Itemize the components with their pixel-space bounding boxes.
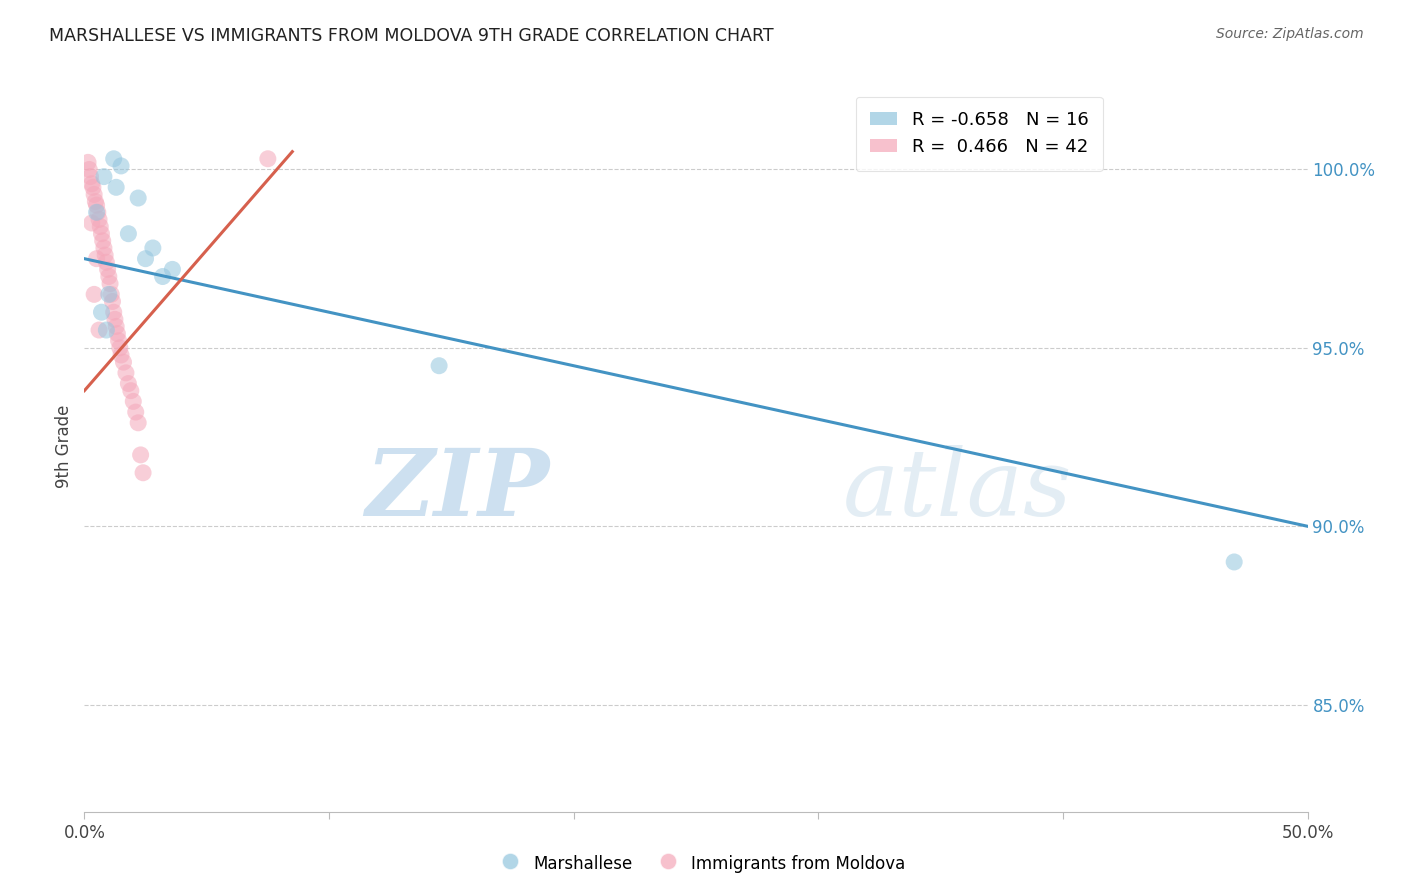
Point: [82, 180, 104, 194]
Point: [96, 255, 118, 269]
Point: [117, 376, 139, 391]
Point: [127, 416, 149, 430]
Point: [100, 287, 122, 301]
Point: [101, 294, 124, 309]
Point: [129, 448, 152, 462]
Point: [107, 334, 129, 348]
Point: [132, 466, 155, 480]
Text: MARSHALLESE VS IMMIGRANTS FROM MOLDOVA 9TH GRADE CORRELATION CHART: MARSHALLESE VS IMMIGRANTS FROM MOLDOVA 9…: [49, 27, 773, 45]
Point: [427, 359, 450, 373]
Point: [97, 262, 120, 277]
Point: [86, 205, 108, 219]
Point: [94, 248, 117, 262]
Point: [79, 169, 101, 184]
Point: [103, 152, 125, 166]
Point: [105, 180, 128, 194]
Point: [97, 269, 120, 284]
Point: [1223, 555, 1246, 569]
Point: [152, 269, 174, 284]
Point: [115, 366, 138, 380]
Point: [80, 216, 103, 230]
Point: [110, 159, 132, 173]
Point: [97, 287, 120, 301]
Point: [112, 355, 135, 369]
Point: [77, 162, 100, 177]
Point: [96, 323, 118, 337]
Point: [117, 227, 139, 241]
Point: [257, 152, 280, 166]
Point: [125, 405, 148, 419]
Legend: Marshallese, Immigrants from Moldova: Marshallese, Immigrants from Moldova: [494, 847, 912, 880]
Text: Source: ZipAtlas.com: Source: ZipAtlas.com: [1216, 27, 1364, 41]
Point: [162, 262, 184, 277]
Text: ZIP: ZIP: [366, 445, 550, 535]
Point: [80, 177, 103, 191]
Point: [135, 252, 157, 266]
Point: [87, 323, 110, 337]
Point: [86, 252, 108, 266]
Point: [142, 241, 165, 255]
Point: [105, 319, 128, 334]
Point: [83, 187, 105, 202]
Point: [87, 205, 110, 219]
Point: [87, 212, 110, 227]
Point: [90, 227, 112, 241]
Point: [98, 277, 121, 291]
Point: [120, 384, 142, 398]
Point: [108, 341, 131, 355]
Y-axis label: 9th Grade: 9th Grade: [55, 404, 73, 488]
Text: atlas: atlas: [842, 445, 1073, 535]
Point: [122, 394, 145, 409]
Point: [86, 198, 108, 212]
Point: [110, 348, 132, 362]
Point: [103, 305, 125, 319]
Point: [90, 305, 112, 319]
Point: [84, 194, 107, 209]
Point: [104, 312, 127, 326]
Point: [93, 169, 115, 184]
Point: [77, 155, 100, 169]
Legend: R = -0.658   N = 16, R =  0.466   N = 42: R = -0.658 N = 16, R = 0.466 N = 42: [856, 96, 1102, 170]
Point: [93, 241, 115, 255]
Point: [105, 326, 128, 341]
Point: [89, 219, 111, 234]
Point: [91, 234, 114, 248]
Point: [127, 191, 149, 205]
Point: [83, 287, 105, 301]
